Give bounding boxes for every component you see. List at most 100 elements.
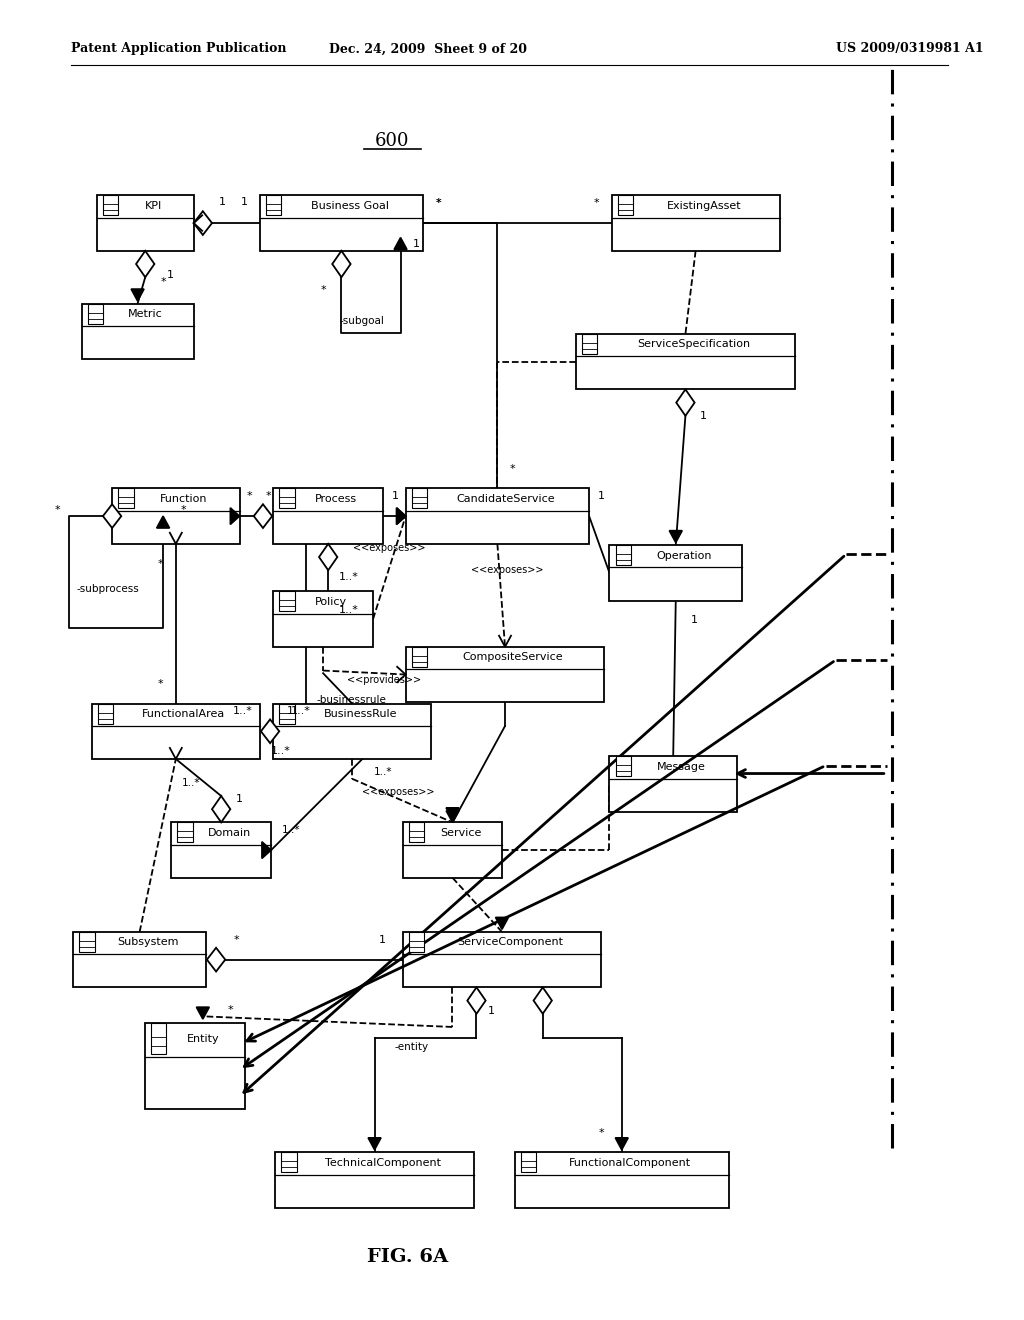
Text: -subgoal: -subgoal xyxy=(339,315,384,326)
Text: 1: 1 xyxy=(700,411,708,421)
Polygon shape xyxy=(332,251,350,277)
Text: -businessrule: -businessrule xyxy=(316,694,387,705)
Bar xyxy=(402,822,503,878)
Text: 1: 1 xyxy=(379,935,386,945)
Bar xyxy=(177,822,193,842)
Text: FIG. 6A: FIG. 6A xyxy=(368,1247,449,1266)
Text: Service: Service xyxy=(440,828,481,838)
Polygon shape xyxy=(254,504,272,528)
Text: CompositeService: CompositeService xyxy=(463,652,563,663)
Text: -entity: -entity xyxy=(394,1041,429,1052)
Bar xyxy=(582,334,597,354)
Bar xyxy=(280,591,295,611)
Text: 1..*: 1..* xyxy=(283,825,301,836)
Bar xyxy=(88,304,103,323)
Bar xyxy=(260,195,423,251)
Bar xyxy=(402,932,601,987)
Text: Subsystem: Subsystem xyxy=(117,937,178,948)
Text: *: * xyxy=(161,277,166,288)
Text: 1..*: 1..* xyxy=(182,777,201,788)
Text: -subprocess: -subprocess xyxy=(77,583,139,594)
Bar xyxy=(144,1023,245,1109)
Text: TechnicalComponent: TechnicalComponent xyxy=(325,1158,440,1168)
Text: 1..*: 1..* xyxy=(232,706,253,717)
Text: 1: 1 xyxy=(413,239,420,249)
Text: BusinessRule: BusinessRule xyxy=(324,709,397,719)
Text: Message: Message xyxy=(657,762,706,772)
Text: *: * xyxy=(599,1127,604,1138)
Bar xyxy=(280,488,295,508)
Polygon shape xyxy=(615,1138,628,1150)
Text: *: * xyxy=(594,198,599,209)
Bar xyxy=(273,591,373,647)
Text: *: * xyxy=(54,504,59,515)
Bar xyxy=(103,195,118,215)
Text: Dec. 24, 2009  Sheet 9 of 20: Dec. 24, 2009 Sheet 9 of 20 xyxy=(329,42,527,55)
Text: *: * xyxy=(435,198,441,209)
Bar xyxy=(617,195,633,215)
Text: 1: 1 xyxy=(241,197,248,207)
Text: <<exposes>>: <<exposes>> xyxy=(361,787,434,797)
Bar xyxy=(266,195,282,215)
Text: *: * xyxy=(227,1005,233,1015)
Text: ServiceSpecification: ServiceSpecification xyxy=(637,339,751,350)
Text: <<exposes>>: <<exposes>> xyxy=(353,543,426,553)
Bar xyxy=(151,1023,166,1053)
Text: 1: 1 xyxy=(690,615,697,626)
Polygon shape xyxy=(103,504,121,528)
Text: US 2009/0319981 A1: US 2009/0319981 A1 xyxy=(836,42,983,55)
Text: 600: 600 xyxy=(375,132,410,150)
Bar xyxy=(406,488,589,544)
Text: 1..*: 1..* xyxy=(339,605,358,615)
Polygon shape xyxy=(534,987,552,1014)
Bar xyxy=(412,647,427,667)
Text: Policy: Policy xyxy=(315,597,347,607)
Text: 1..*: 1..* xyxy=(270,746,290,756)
Bar xyxy=(412,488,427,508)
Polygon shape xyxy=(676,389,694,416)
Text: 1..*: 1..* xyxy=(374,767,392,777)
Bar xyxy=(515,1152,729,1208)
Text: *: * xyxy=(158,558,164,569)
Bar xyxy=(275,1152,474,1208)
Text: 1: 1 xyxy=(287,706,294,717)
Text: *: * xyxy=(510,463,515,474)
Bar xyxy=(280,704,295,723)
Text: Patent Application Publication: Patent Application Publication xyxy=(72,42,287,55)
Bar xyxy=(98,704,113,723)
Bar xyxy=(92,704,260,759)
Text: *: * xyxy=(435,198,441,209)
Bar xyxy=(97,195,194,251)
Bar xyxy=(273,704,431,759)
Text: Operation: Operation xyxy=(656,550,712,561)
Text: Metric: Metric xyxy=(128,309,163,319)
Polygon shape xyxy=(197,1007,209,1019)
Text: 1: 1 xyxy=(488,1006,496,1016)
Polygon shape xyxy=(262,842,271,858)
Bar xyxy=(615,756,631,776)
Text: Domain: Domain xyxy=(208,828,251,838)
Polygon shape xyxy=(230,508,240,524)
Bar xyxy=(118,488,133,508)
Bar xyxy=(80,932,95,952)
Bar xyxy=(112,488,240,544)
Bar xyxy=(406,647,604,702)
Bar xyxy=(282,1152,297,1172)
Text: *: * xyxy=(158,678,164,689)
Text: <<exposes>>: <<exposes>> xyxy=(471,565,544,576)
Text: KPI: KPI xyxy=(144,201,162,211)
Text: *: * xyxy=(233,935,240,945)
Polygon shape xyxy=(394,238,407,249)
Text: FunctionalComponent: FunctionalComponent xyxy=(568,1158,691,1168)
Bar xyxy=(615,545,631,565)
Polygon shape xyxy=(157,516,170,528)
Polygon shape xyxy=(496,917,508,929)
Polygon shape xyxy=(369,1138,381,1150)
Text: FunctionalArea: FunctionalArea xyxy=(142,709,225,719)
Polygon shape xyxy=(212,796,230,822)
Polygon shape xyxy=(319,544,337,570)
Bar xyxy=(609,756,737,812)
Bar xyxy=(611,195,779,251)
Polygon shape xyxy=(207,948,225,972)
Polygon shape xyxy=(467,987,485,1014)
